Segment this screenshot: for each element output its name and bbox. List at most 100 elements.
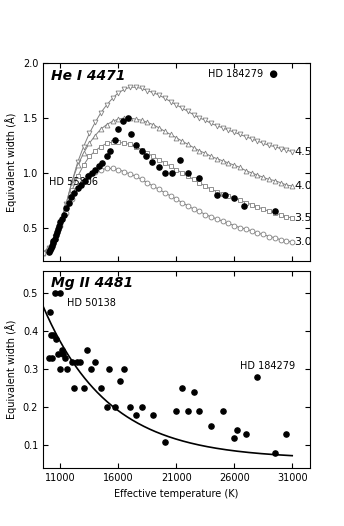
Point [284,430,289,438]
Point [116,125,121,133]
Point [69,358,75,366]
Point [133,141,139,150]
Point [59,215,64,223]
Point [104,152,109,160]
Point [50,239,56,247]
Text: 3.0: 3.0 [294,237,312,247]
Point [66,198,71,207]
Point [197,407,202,416]
Point [52,289,57,298]
Point [61,210,67,219]
Point [72,384,77,392]
Text: He I 4471: He I 4471 [51,69,125,83]
Point [58,365,63,373]
Point [243,430,249,438]
Point [65,365,70,373]
Point [232,194,237,203]
Point [128,130,134,139]
Point [81,384,86,392]
Point [50,354,55,362]
Point [208,422,214,431]
Point [55,225,61,233]
Point [104,403,109,411]
Point [46,248,52,256]
Point [133,411,139,419]
Point [89,169,95,177]
Point [156,163,162,171]
Point [112,136,118,144]
Point [232,433,237,442]
Point [82,176,87,185]
Point [74,358,79,366]
Point [96,162,101,170]
Point [150,411,156,419]
Point [98,384,104,392]
Point [149,158,155,166]
Point [234,426,239,434]
Point [59,346,64,355]
Point [54,228,60,236]
Point [241,201,246,210]
Text: 4.5: 4.5 [294,147,312,157]
Point [272,449,278,457]
Point [139,403,144,411]
Point [49,331,54,339]
Point [51,237,56,245]
Point [127,403,133,411]
Point [58,218,63,227]
Point [162,437,168,446]
Point [50,242,55,250]
Point [125,114,130,122]
Point [117,377,122,385]
Point [107,147,113,155]
Point [220,407,225,416]
Point [214,190,219,199]
Text: HD 184279: HD 184279 [240,361,295,371]
X-axis label: Effective temperature (K): Effective temperature (K) [114,489,238,499]
Point [47,246,53,254]
Point [62,354,68,362]
Y-axis label: Equivalent width (Å): Equivalent width (Å) [5,112,17,211]
Point [85,172,91,180]
Point [139,147,144,155]
Point [179,384,185,392]
Text: HD 50138: HD 50138 [67,298,116,308]
Y-axis label: Equivalent width (Å): Equivalent width (Å) [5,320,17,419]
Point [47,308,53,317]
Point [72,188,77,197]
Point [112,403,118,411]
Point [106,365,112,373]
Point [58,289,63,298]
Text: 4.0: 4.0 [294,181,312,191]
Text: HD 184279  ●: HD 184279 ● [208,69,278,79]
Point [197,174,202,183]
Point [53,231,58,240]
Point [55,350,61,358]
Point [84,346,90,355]
Point [99,159,105,167]
Point [185,407,191,416]
Point [121,365,127,373]
Point [78,181,84,189]
Point [162,169,168,177]
Point [93,358,98,366]
Point [75,184,80,193]
Text: Mg II 4481: Mg II 4481 [51,277,133,290]
Text: 3.5: 3.5 [294,213,312,223]
Point [52,235,57,243]
Point [46,354,52,362]
Point [222,190,228,199]
Point [185,169,191,177]
Point [169,169,174,177]
Point [60,350,65,358]
Point [191,388,196,397]
Text: HD 55806: HD 55806 [49,177,98,187]
Point [56,221,62,230]
Point [255,373,260,381]
Point [53,335,58,343]
Point [77,358,83,366]
Point [174,407,179,416]
Point [68,193,74,201]
Point [63,204,69,212]
Point [49,244,54,252]
